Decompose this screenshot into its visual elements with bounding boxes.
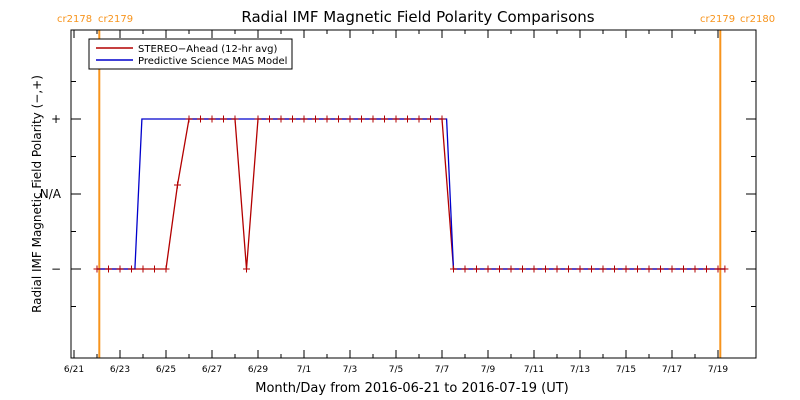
x-tick-label: 7/3 [343, 365, 357, 375]
series-point-marker [415, 115, 423, 123]
legend: STEREO−Ahead (12-hr avg) Predictive Scie… [88, 38, 293, 70]
x-tick-labels: 6/21 6/23 6/25 6/27 6/29 7/1 7/3 7/5 7/7 7/9 7/11 7… [64, 365, 728, 375]
legend-box [88, 38, 293, 70]
cr-label-left-2: cr2179 [700, 14, 735, 25]
series-point-marker [116, 265, 124, 273]
series-point-marker [714, 265, 722, 273]
series-point-marker [519, 265, 526, 273]
series-point-marker [128, 265, 135, 273]
y-tick-labels: + N/A − [40, 112, 62, 276]
series-point-marker [427, 115, 434, 123]
series-point-marker [438, 115, 446, 123]
series-point-marker [335, 115, 342, 123]
series-point-marker [553, 265, 561, 273]
x-tick-label: 7/7 [435, 365, 449, 375]
carrington-lines [98, 30, 722, 358]
series-point-marker [703, 265, 710, 273]
series-point-marker [312, 115, 319, 123]
series-point-marker [565, 265, 572, 273]
series-point-marker [611, 265, 618, 273]
x-tick-label: 7/19 [708, 365, 728, 375]
series-point-marker [496, 265, 503, 273]
series-point-marker [668, 265, 676, 273]
series-point-marker [358, 115, 365, 123]
series-line-1 [97, 118, 725, 270]
series-point-marker [185, 115, 193, 123]
series-point-marker [530, 265, 538, 273]
series-point-marker [381, 115, 388, 123]
y-axis-label: Radial IMF Magnetic Field Polarity (−,+) [30, 75, 44, 313]
series-point-marker [599, 265, 607, 273]
series-point-marker [231, 115, 239, 123]
cr-label-right-1: cr2179 [98, 14, 133, 25]
series-point-marker [162, 265, 170, 273]
series-point-marker [208, 115, 216, 123]
series-point-marker [254, 115, 262, 123]
series-point-marker [634, 265, 641, 273]
series-point-marker [369, 115, 377, 123]
series-point-marker [289, 115, 296, 123]
series-point-marker [507, 265, 515, 273]
series-point-marker [139, 265, 147, 273]
x-tick-label: 7/15 [616, 365, 636, 375]
x-tick-label: 6/27 [202, 365, 222, 375]
plot-frame [70, 29, 757, 359]
series-point-marker [588, 265, 595, 273]
chart-title: Radial IMF Magnetic Field Polarity Compa… [241, 8, 594, 26]
x-axis-label: Month/Day from 2016-06-21 to 2016-07-19 … [255, 381, 568, 396]
series-point-marker [300, 115, 308, 123]
series-point-marker [243, 265, 250, 273]
series-point-marker [645, 265, 653, 273]
tick-layer [71, 30, 756, 358]
series-point-marker [323, 115, 331, 123]
legend-label-stereo: STEREO−Ahead (12-hr avg) [138, 44, 278, 55]
cr-label-right-2: cr2180 [740, 14, 775, 25]
x-tick-label: 6/23 [110, 365, 130, 375]
series-point-marker [691, 265, 699, 273]
x-tick-label: 7/17 [662, 365, 682, 375]
series-point-marker [484, 265, 492, 273]
series-point-marker [721, 265, 729, 273]
series-point-marker [105, 265, 112, 273]
x-tick-label: 7/1 [297, 365, 311, 375]
series-point-marker [174, 181, 181, 189]
series-layer [93, 115, 729, 273]
series-point-marker [220, 115, 227, 123]
series-point-marker [542, 265, 549, 273]
series-point-marker [266, 115, 273, 123]
x-tick-label: 7/11 [524, 365, 544, 375]
x-tick-label: 7/13 [570, 365, 590, 375]
series-point-marker [680, 265, 687, 273]
series-point-marker [197, 115, 204, 123]
series-point-marker [151, 265, 158, 273]
series-point-marker [461, 265, 469, 273]
x-tick-label: 7/9 [481, 365, 496, 375]
cr-label-left-1: cr2178 [57, 14, 92, 25]
x-tick-label: 7/5 [389, 365, 403, 375]
y-tick-label: − [51, 262, 61, 276]
series-point-marker [392, 115, 400, 123]
y-tick-label: + [51, 112, 61, 126]
series-point-marker [473, 265, 480, 273]
series-point-marker [450, 265, 457, 273]
series-point-marker [622, 265, 630, 273]
series-point-marker [346, 115, 354, 123]
legend-label-mas: Predictive Science MAS Model [138, 56, 287, 67]
series-point-marker [277, 115, 285, 123]
x-tick-label: 6/25 [156, 365, 176, 375]
series-point-marker [657, 265, 664, 273]
series-point-marker [576, 265, 584, 273]
series-point-marker [93, 265, 101, 273]
x-tick-label: 6/21 [64, 365, 84, 375]
x-tick-label: 6/29 [248, 365, 268, 375]
series-line-2 [97, 118, 725, 270]
y-tick-label: N/A [40, 187, 62, 201]
series-point-marker [404, 115, 411, 123]
